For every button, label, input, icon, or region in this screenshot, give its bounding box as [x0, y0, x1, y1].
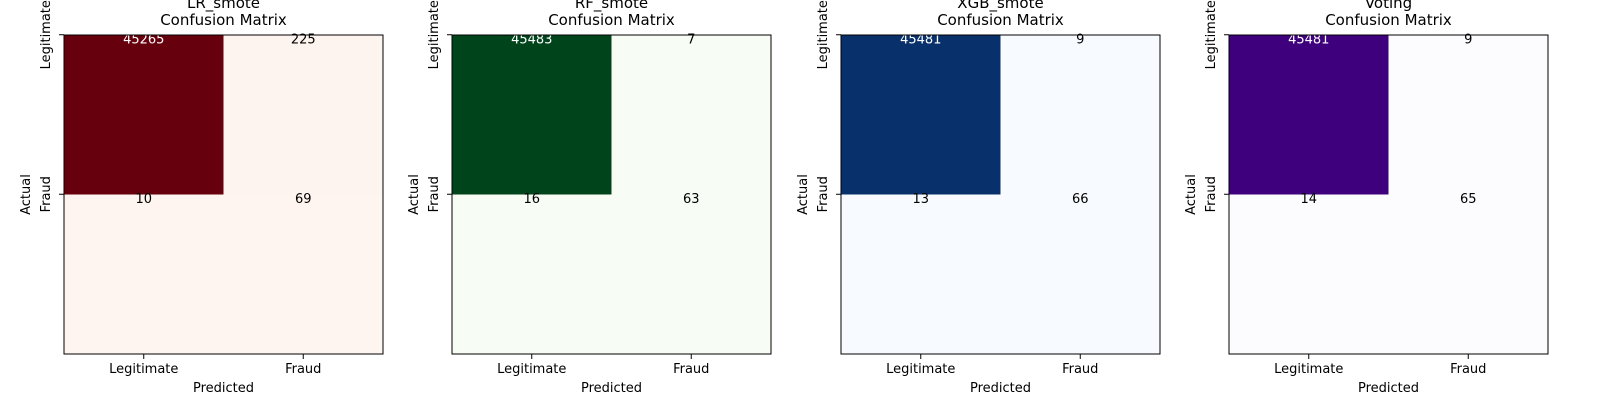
heatmap-cell	[841, 194, 1001, 354]
heatmap-cell	[64, 194, 224, 354]
x-axis-label: Predicted	[970, 381, 1031, 396]
cell-value-label: 9	[1464, 32, 1472, 47]
y-tick-label: Fraud	[427, 176, 442, 212]
heatmap-cell	[1388, 35, 1548, 195]
y-tick-label: Fraud	[1204, 176, 1219, 212]
heatmap-cell	[1388, 194, 1548, 354]
y-axis-label: Actual	[1184, 174, 1199, 215]
y-tick-label: Legitimate	[1204, 0, 1219, 69]
cell-value-label: 7	[687, 32, 695, 47]
cell-value-label: 45481	[1288, 32, 1329, 47]
heatmap-cell	[611, 35, 771, 195]
y-tick-label: Fraud	[39, 176, 54, 212]
cell-value-label: 45265	[123, 32, 164, 47]
cell-value-label: 16	[523, 192, 540, 207]
heatmap-cell	[223, 35, 383, 195]
x-axis-label: Predicted	[581, 381, 642, 396]
heatmap-cell	[1000, 35, 1160, 195]
heatmap-cell	[452, 35, 612, 195]
cell-value-label: 65	[1460, 192, 1477, 207]
y-axis-label: Actual	[407, 174, 422, 215]
cell-value-label: 45483	[511, 32, 552, 47]
chart-subtitle: Confusion Matrix	[548, 11, 675, 29]
chart-title: Voting	[1365, 0, 1412, 12]
x-tick-label: Legitimate	[497, 362, 566, 377]
y-tick-label: Legitimate	[427, 0, 442, 69]
x-tick-label: Fraud	[285, 362, 321, 377]
y-tick-label: Legitimate	[39, 0, 54, 69]
heatmap-cell	[452, 194, 612, 354]
heatmap-cell	[1229, 194, 1389, 354]
x-tick-label: Fraud	[673, 362, 709, 377]
chart-subtitle: Confusion Matrix	[160, 11, 287, 29]
x-tick-label: Fraud	[1450, 362, 1486, 377]
x-tick-label: Fraud	[1062, 362, 1098, 377]
heatmap-cell	[223, 194, 383, 354]
chart-title: LR_smote	[187, 0, 260, 13]
cell-value-label: 69	[295, 192, 312, 207]
x-tick-label: Legitimate	[109, 362, 178, 377]
chart-subtitle: Confusion Matrix	[1325, 11, 1452, 29]
heatmap-cell	[1229, 35, 1389, 195]
y-axis-label: Actual	[19, 174, 34, 215]
cell-value-label: 14	[1300, 192, 1317, 207]
heatmap-cell	[611, 194, 771, 354]
cell-value-label: 45481	[900, 32, 941, 47]
x-tick-label: Legitimate	[1274, 362, 1343, 377]
chart-title: RF_smote	[575, 0, 648, 13]
heatmap-cell	[841, 35, 1001, 195]
chart-title: XGB_smote	[957, 0, 1043, 13]
cell-value-label: 225	[291, 32, 316, 47]
x-axis-label: Predicted	[193, 381, 254, 396]
chart-subtitle: Confusion Matrix	[937, 11, 1064, 29]
y-tick-label: Legitimate	[816, 0, 831, 69]
heatmap-cell	[1000, 194, 1160, 354]
cell-value-label: 10	[135, 192, 152, 207]
x-axis-label: Predicted	[1358, 381, 1419, 396]
x-tick-label: Legitimate	[886, 362, 955, 377]
cell-value-label: 63	[683, 192, 700, 207]
cell-value-label: 9	[1076, 32, 1084, 47]
cell-value-label: 13	[912, 192, 929, 207]
heatmap-cell	[64, 35, 224, 195]
y-tick-label: Fraud	[816, 176, 831, 212]
y-axis-label: Actual	[796, 174, 811, 215]
cell-value-label: 66	[1072, 192, 1089, 207]
